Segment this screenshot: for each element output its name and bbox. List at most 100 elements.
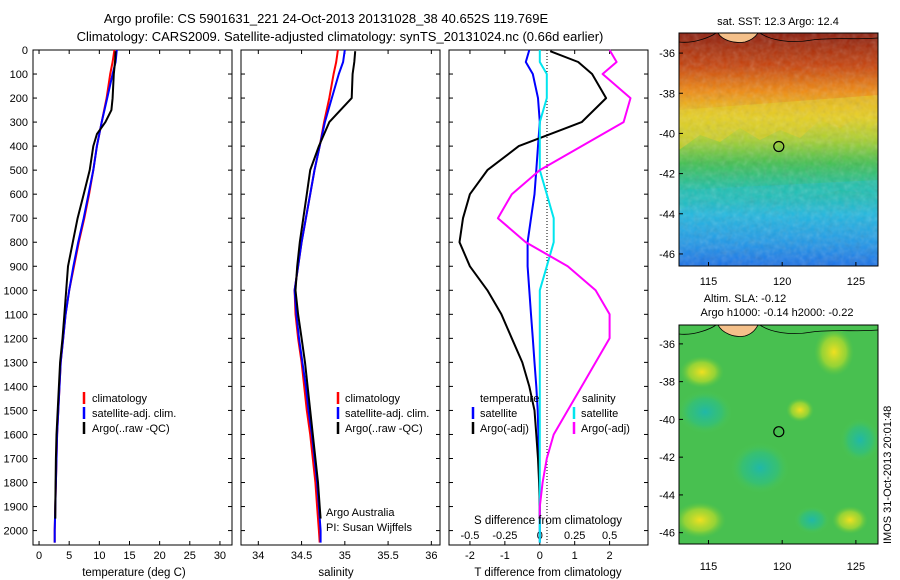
legend-heading-salinity: salinity xyxy=(582,393,616,405)
x-tick-label: 35 xyxy=(339,550,351,562)
sst-map-title: sat. SST: 12.3 Argo: 12.4 xyxy=(717,16,839,28)
series-line-argo-raw-qc xyxy=(54,51,117,519)
depth-tick-label: 1300 xyxy=(4,357,28,369)
lat-tick-label: -40 xyxy=(659,414,675,426)
series-line-satellite-adj-clim xyxy=(293,49,346,543)
lon-tick-label: 120 xyxy=(773,276,791,288)
legend-label-s-satellite: satellite xyxy=(581,408,618,420)
lon-tick-label: 125 xyxy=(847,276,865,288)
salinity-legend: climatology satellite-adj. clim. Argo(..… xyxy=(336,392,429,435)
legend-label-climatology: climatology xyxy=(92,393,148,405)
lat-tick-label: -44 xyxy=(659,490,675,502)
legend-label-satellite: satellite-adj. clim. xyxy=(92,408,176,420)
sla-map-title-line-1: Altim. SLA: -0.12 xyxy=(704,293,787,305)
pi-label: PI: Susan Wijffels xyxy=(326,522,412,534)
depth-tick-label: 0 xyxy=(22,45,28,57)
depth-tick-label: 1900 xyxy=(4,502,28,514)
coastline-contour xyxy=(679,33,878,43)
header-line-2: Climatology: CARS2009. Satellite-adjuste… xyxy=(77,29,604,44)
legend-label-t-argo: Argo(-adj) xyxy=(480,423,529,435)
sla-map-title-line-2: Argo h1000: -0.14 h2000: -0.22 xyxy=(701,307,854,319)
depth-tick-label: 1500 xyxy=(4,405,28,417)
x-tick-label: 25 xyxy=(184,550,196,562)
depth-tick-label: 1000 xyxy=(4,285,28,297)
depth-tick-label: 1100 xyxy=(4,309,28,321)
x-tick-label: 34 xyxy=(252,550,264,562)
salinity-x-label: salinity xyxy=(318,567,353,579)
s-difference-tick-label: 0.5 xyxy=(602,530,617,542)
series-line-climatology xyxy=(53,49,116,543)
depth-tick-label: 700 xyxy=(10,213,28,225)
imos-timestamp-label: IMOS 31-Oct-2013 20:01:48 xyxy=(882,406,894,544)
x-tick-label: 0 xyxy=(537,550,543,562)
legend-label-satellite: satellite-adj. clim. xyxy=(345,408,429,420)
lat-tick-label: -38 xyxy=(659,377,675,389)
depth-tick-label: 500 xyxy=(10,165,28,177)
x-tick-label: 35.5 xyxy=(377,550,398,562)
lat-tick-label: -40 xyxy=(659,128,675,140)
sla-lon-tick-labels: 115 120 125 xyxy=(700,540,865,573)
x-tick-label: 1 xyxy=(572,550,578,562)
x-tick-label: -1 xyxy=(500,550,510,562)
sst-map-panel: sat. SST: 12.3 Argo: 12.4 -36 -38 -40 -42 -4… xyxy=(659,16,879,288)
depth-tick-label: 300 xyxy=(10,117,28,129)
legend-label-argo: Argo(..raw -QC) xyxy=(345,423,423,435)
depth-tick-label: 200 xyxy=(10,93,28,105)
legend-label-s-argo: Argo(-adj) xyxy=(581,423,630,435)
sla-map-panel: Altim. SLA: -0.12 Argo h1000: -0.14 h200… xyxy=(659,293,879,573)
lat-tick-label: -42 xyxy=(659,452,675,464)
temperature-tick-labels: 0 5 10 15 20 25 30 xyxy=(36,50,226,562)
depth-tick-label: 1400 xyxy=(4,381,28,393)
temperature-x-label: temperature (deg C) xyxy=(82,567,186,579)
float-location-marker xyxy=(773,140,785,153)
salinity-series xyxy=(241,49,440,543)
x-tick-label: 20 xyxy=(154,550,166,562)
sla-anomaly-low xyxy=(679,390,733,434)
s-difference-label: S difference from climatology xyxy=(474,515,622,527)
lon-tick-label: 120 xyxy=(773,561,791,573)
x-tick-label: 2 xyxy=(607,550,613,562)
lon-tick-label: 125 xyxy=(847,561,865,573)
land-patch xyxy=(717,33,759,43)
difference-legend: temperature satellite Argo(-adj) salinit… xyxy=(471,393,630,435)
land-patch xyxy=(717,325,759,337)
sla-anomaly-high xyxy=(679,502,726,538)
lat-tick-label: -46 xyxy=(659,249,675,261)
t-difference-label: T difference from climatology xyxy=(474,567,621,579)
depth-tick-label: 1600 xyxy=(4,429,28,441)
depth-tick-label: 400 xyxy=(10,141,28,153)
lat-tick-label: -36 xyxy=(659,48,675,60)
sla-anomaly-high xyxy=(680,356,724,388)
legend-label-climatology: climatology xyxy=(345,393,401,405)
coastline-contour xyxy=(679,325,878,335)
salinity-axes-box xyxy=(240,49,441,546)
x-tick-label: -2 xyxy=(465,550,475,562)
lat-tick-label: -38 xyxy=(659,88,675,100)
series-line-argo-raw-qc xyxy=(294,51,357,519)
depth-tick-label: 800 xyxy=(10,237,28,249)
lat-tick-label: -44 xyxy=(659,209,675,221)
lon-tick-label: 115 xyxy=(700,561,718,573)
institution-label: Argo Australia xyxy=(326,507,395,519)
legend-label-argo: Argo(..raw -QC) xyxy=(92,423,170,435)
depth-tick-label: 1700 xyxy=(4,453,28,465)
x-tick-label: 30 xyxy=(214,550,226,562)
sla-anomaly-high xyxy=(832,506,868,534)
x-tick-label: 5 xyxy=(66,550,72,562)
depth-tick-label: 1200 xyxy=(4,333,28,345)
lat-tick-label: -36 xyxy=(659,339,675,351)
series-line-argo-adj xyxy=(458,50,608,519)
x-tick-label: 34.5 xyxy=(291,550,312,562)
depth-tick-label: 2000 xyxy=(4,526,28,538)
difference-panel: -2 -1 0 1 2 -0.5 -0.25 0 0.25 0.5 S difference f… xyxy=(448,49,649,579)
s-difference-tick-label: -0.5 xyxy=(460,530,479,542)
x-tick-label: 10 xyxy=(93,550,105,562)
sla-anomaly-high xyxy=(814,328,854,376)
legend-label-t-satellite: satellite xyxy=(480,408,517,420)
sla-anomaly-low xyxy=(794,506,830,534)
depth-tick-labels: 0 100 200 300 400 500 600 700 800 900 1000 1100 1200… xyxy=(4,45,28,538)
series-line-satellite-adj-clim xyxy=(53,49,118,543)
difference-axes-box xyxy=(448,49,649,546)
temperature-legend: climatology satellite-adj. clim. Argo(..… xyxy=(82,392,176,435)
